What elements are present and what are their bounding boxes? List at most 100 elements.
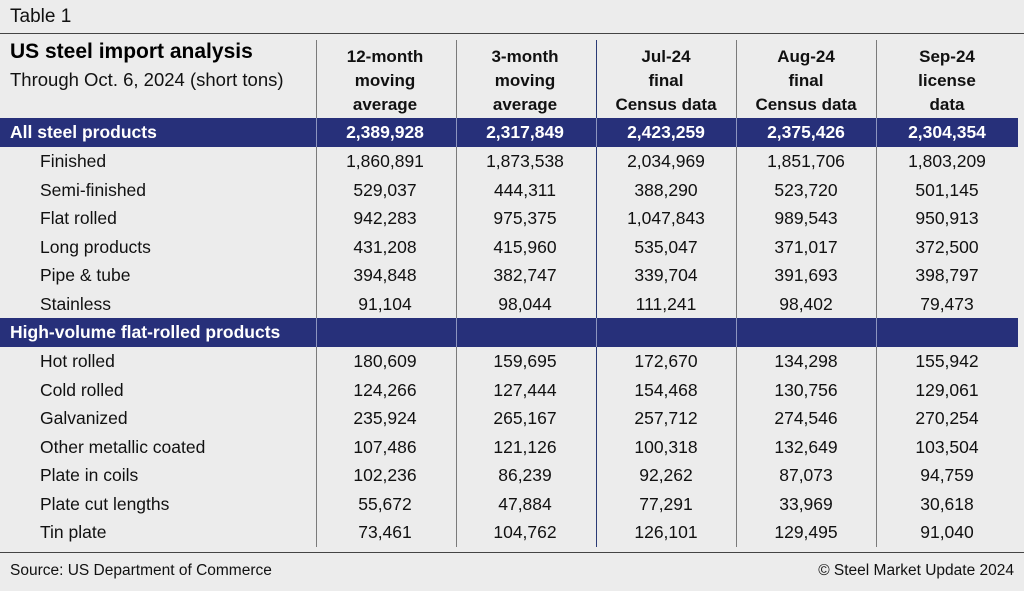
- band-divider: [876, 118, 877, 147]
- table-cell: 1,873,538: [486, 151, 564, 171]
- table-subtitle: Through Oct. 6, 2024 (short tons): [10, 69, 284, 90]
- table-cell: 126,101: [634, 522, 698, 542]
- table-cell: 121,126: [493, 436, 557, 457]
- column-divider: [876, 40, 877, 547]
- row-label: Pipe & tube: [40, 265, 131, 285]
- row-label: Plate cut lengths: [40, 493, 170, 514]
- table-cell: 92,262: [639, 465, 693, 485]
- table-cell: 154,468: [634, 379, 698, 400]
- table-cell: 388,290: [634, 179, 698, 200]
- table-cell: 270,254: [915, 408, 979, 428]
- column-header-line: Aug-24: [777, 47, 835, 66]
- column-header: Aug-24 final Census data: [738, 45, 874, 117]
- row-label: Long products: [40, 236, 151, 257]
- table-cell: 1,803,209: [908, 151, 986, 171]
- table-cell: 444,311: [494, 179, 556, 200]
- column-header-line: moving: [354, 71, 416, 90]
- table-row: Finished 1,860,891 1,873,538 2,034,969 1,851…: [0, 147, 1018, 176]
- row-label: Stainless: [40, 293, 112, 314]
- row-label: Flat rolled: [40, 208, 117, 228]
- table-cell: 134,298: [774, 351, 838, 371]
- table-label: Table 1: [10, 6, 72, 27]
- table-cell: 102,236: [353, 465, 417, 485]
- table-row: Long products 431,208 415,960 535,047 371,01…: [0, 233, 1018, 262]
- table-cell: 235,924: [353, 408, 417, 428]
- table-row: Plate in coils 102,236 86,239 92,262 87,073 9…: [0, 461, 1018, 490]
- column-divider: [456, 40, 457, 547]
- table-cell: 132,649: [774, 436, 838, 457]
- table-cell: 79,473: [920, 293, 974, 314]
- table-cell: 942,283: [353, 208, 417, 228]
- column-header-line: Jul-24: [641, 47, 691, 66]
- table-cell: 989,543: [774, 208, 838, 228]
- table-cell: 33,969: [779, 493, 833, 514]
- table-cell: 180,609: [353, 351, 417, 371]
- table-cell: 107,486: [353, 436, 417, 457]
- table-cell: 975,375: [493, 208, 557, 228]
- table-cell: 529,037: [353, 179, 417, 200]
- section-label: All steel products: [10, 122, 157, 142]
- table-cell: 398,797: [915, 265, 979, 285]
- column-header-line: average: [352, 95, 418, 114]
- column-header: Jul-24 final Census data: [598, 45, 734, 117]
- section-total: 2,423,259: [627, 122, 705, 142]
- column-divider: [596, 40, 597, 547]
- table-cell: 100,318: [634, 436, 698, 457]
- column-divider: [316, 40, 317, 547]
- column-header: Sep-24 license data: [879, 45, 1015, 117]
- table-cell: 103,504: [915, 436, 979, 457]
- table-cell: 394,848: [353, 265, 417, 285]
- table-row: Galvanized 235,924 265,167 257,712 274,546 27…: [0, 404, 1018, 433]
- table-cell: 155,942: [915, 351, 979, 371]
- table-cell: 127,444: [493, 379, 557, 400]
- table-cell: 98,044: [498, 293, 552, 314]
- section-total: 2,375,426: [767, 122, 845, 142]
- table-cell: 257,712: [634, 408, 698, 428]
- row-label: Galvanized: [40, 408, 128, 428]
- band-divider: [456, 318, 457, 347]
- table-cell: 415,960: [493, 236, 557, 257]
- section-band: High-volume flat-rolled products: [0, 318, 1018, 347]
- table-cell: 94,759: [920, 465, 974, 485]
- section-total: [598, 318, 734, 347]
- section-total: [738, 318, 874, 347]
- section-total: 2,389,928: [346, 122, 424, 142]
- row-label: Finished: [40, 151, 107, 171]
- table-cell: 372,500: [915, 236, 979, 257]
- column-header-line: Sep-24: [919, 47, 975, 66]
- table-cell: 47,884: [498, 493, 552, 514]
- footer-copyright: © Steel Market Update 2024: [818, 562, 1014, 579]
- section-total: [879, 318, 1015, 347]
- band-divider: [736, 318, 737, 347]
- table-cell: 339,704: [634, 265, 698, 285]
- table-row: Tin plate 73,461 104,762 126,101 129,495 91,0…: [0, 518, 1018, 547]
- table-cell: 523,720: [774, 179, 838, 200]
- table-cell: 77,291: [639, 493, 693, 514]
- table-row: Flat rolled 942,283 975,375 1,047,843 989,54…: [0, 204, 1018, 233]
- table-cell: 391,693: [774, 265, 838, 285]
- table-cell: 30,618: [920, 493, 974, 514]
- column-header-line: data: [929, 95, 965, 114]
- table-cell: 73,461: [358, 522, 412, 542]
- footer-source: Source: US Department of Commerce: [10, 562, 272, 579]
- table-cell: 950,913: [915, 208, 979, 228]
- table-cell: 159,695: [493, 351, 557, 371]
- table-cell: 86,239: [498, 465, 552, 485]
- band-divider: [456, 118, 457, 147]
- column-header-line: license: [918, 71, 976, 90]
- table-cell: 431,208: [353, 236, 417, 257]
- table-row: Hot rolled 180,609 159,695 172,670 134,298 15…: [0, 347, 1018, 376]
- row-label: Cold rolled: [40, 379, 124, 400]
- table-cell: 129,061: [915, 379, 979, 400]
- table-cell: 87,073: [779, 465, 833, 485]
- column-header-line: 3-month: [491, 47, 559, 66]
- band-divider: [736, 118, 737, 147]
- band-divider: [596, 118, 597, 147]
- column-header-line: moving: [494, 71, 556, 90]
- row-label: Plate in coils: [40, 465, 139, 485]
- section-band: All steel products 2,389,928 2,317,849 2,42…: [0, 118, 1018, 147]
- column-header: 3-month moving average: [457, 45, 593, 117]
- band-divider: [596, 318, 597, 347]
- table-cell: 130,756: [774, 379, 838, 400]
- table-cell: 111,241: [635, 293, 697, 314]
